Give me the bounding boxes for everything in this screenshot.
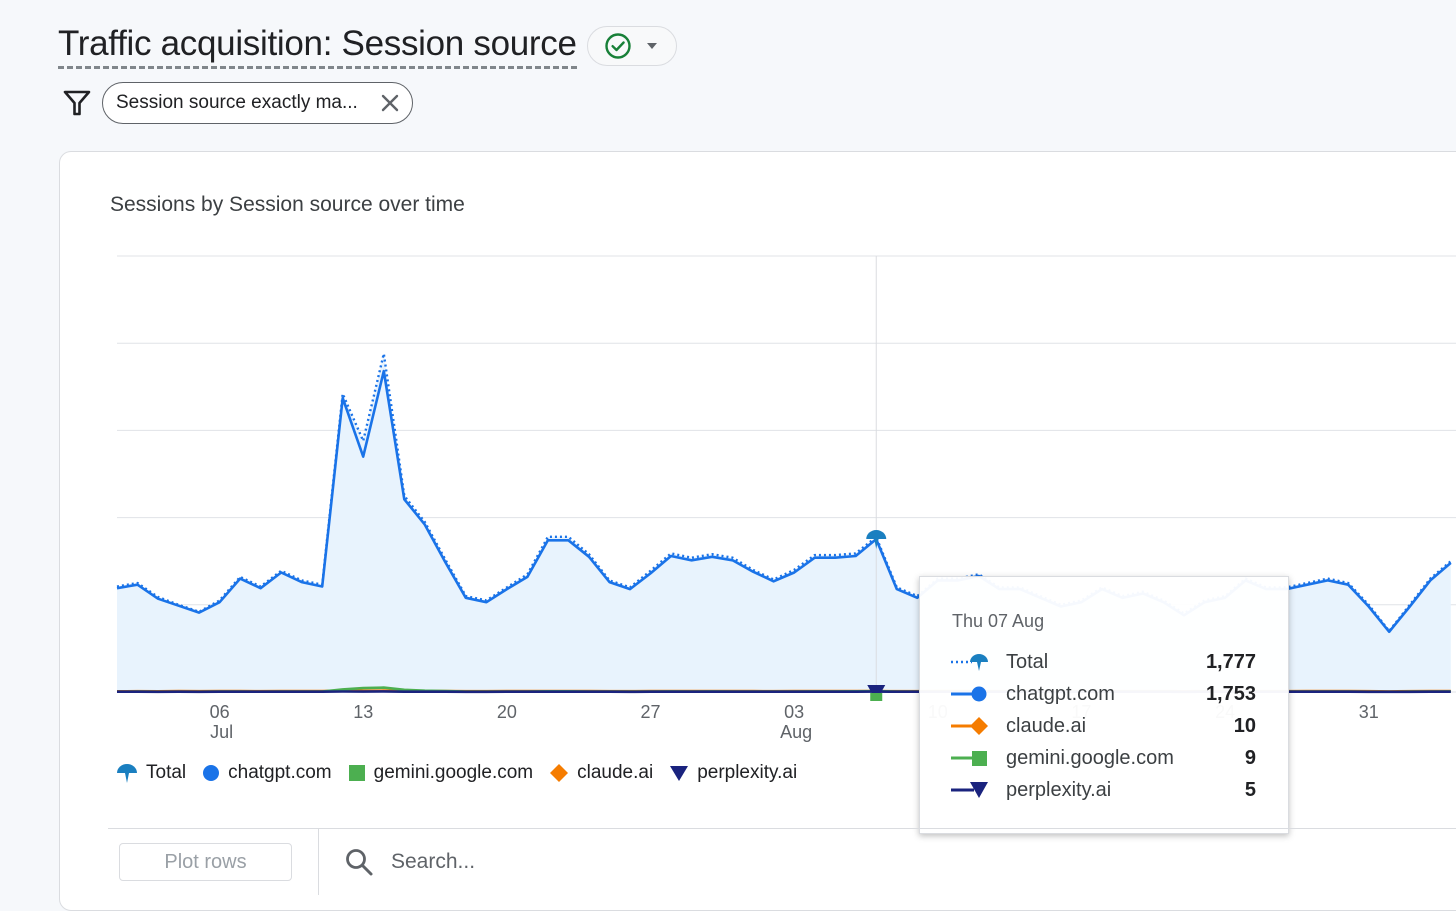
- tooltip-row-chatgpt: chatgpt.com 1,753: [950, 679, 1256, 709]
- tooltip-series-name: chatgpt.com: [1006, 683, 1206, 706]
- tooltip-date: Thu 07 Aug: [952, 611, 1044, 632]
- plot-rows-button[interactable]: Plot rows: [119, 843, 292, 881]
- search-box[interactable]: Search...: [344, 843, 475, 881]
- tooltip-row-gemini: gemini.google.com 9: [950, 743, 1256, 773]
- tooltip-row-perplexity: perplexity.ai 5: [950, 775, 1256, 805]
- tooltip-series-value: 1,777: [1206, 651, 1256, 674]
- x-tick-label: 13: [353, 702, 373, 722]
- x-tick-month-label: Aug: [780, 722, 812, 742]
- tooltip-series-name: gemini.google.com: [1006, 747, 1245, 770]
- legend-label: chatgpt.com: [228, 762, 332, 784]
- tooltip-row-total: Total 1,777: [950, 647, 1256, 677]
- search-icon: [344, 847, 374, 877]
- total-marker-icon: [950, 651, 988, 673]
- legend-label: claude.ai: [577, 762, 653, 784]
- legend-item-perplexity[interactable]: perplexity.ai: [669, 762, 797, 784]
- search-input[interactable]: Search...: [391, 850, 475, 874]
- table-toolbar-divider: [108, 828, 1456, 829]
- total-marker-icon: [116, 762, 138, 784]
- chart-legend: Total chatgpt.com gemini.google.com clau…: [116, 762, 813, 784]
- square-marker-icon: [950, 747, 988, 769]
- tooltip-row-claude: claude.ai 10: [950, 711, 1256, 741]
- x-tick-label: 03: [784, 702, 804, 722]
- total-marker: [866, 530, 886, 539]
- x-tick-label: 27: [641, 702, 661, 722]
- legend-label: gemini.google.com: [374, 762, 533, 784]
- circle-marker-icon: [950, 683, 988, 705]
- legend-label: Total: [146, 762, 186, 784]
- x-tick-label: 20: [497, 702, 517, 722]
- x-tick-month-label: Jul: [210, 722, 233, 742]
- legend-item-gemini[interactable]: gemini.google.com: [348, 762, 533, 784]
- square-marker-icon: [348, 764, 366, 782]
- legend-label: perplexity.ai: [697, 762, 797, 784]
- triangle-marker-icon: [669, 764, 689, 782]
- gemini-marker: [870, 693, 882, 701]
- tooltip-series-value: 5: [1245, 779, 1256, 802]
- diamond-marker-icon: [549, 763, 569, 783]
- triangle-marker-icon: [950, 779, 988, 801]
- diamond-marker-icon: [950, 715, 988, 737]
- circle-marker-icon: [202, 764, 220, 782]
- chart-tooltip: Thu 07 Aug Total 1,777 chatgpt.com 1,753…: [919, 576, 1289, 834]
- tooltip-series-value: 1,753: [1206, 683, 1256, 706]
- legend-item-claude[interactable]: claude.ai: [549, 762, 653, 784]
- x-tick-label: 31: [1359, 702, 1379, 722]
- legend-item-chatgpt[interactable]: chatgpt.com: [202, 762, 332, 784]
- x-tick-label: 06: [210, 702, 230, 722]
- tooltip-series-name: Total: [1006, 651, 1206, 674]
- tooltip-series-name: perplexity.ai: [1006, 779, 1245, 802]
- toolbar-separator: [318, 829, 319, 895]
- legend-item-total[interactable]: Total: [116, 762, 186, 784]
- tooltip-series-name: claude.ai: [1006, 715, 1234, 738]
- tooltip-series-value: 9: [1245, 747, 1256, 770]
- tooltip-series-value: 10: [1234, 715, 1256, 738]
